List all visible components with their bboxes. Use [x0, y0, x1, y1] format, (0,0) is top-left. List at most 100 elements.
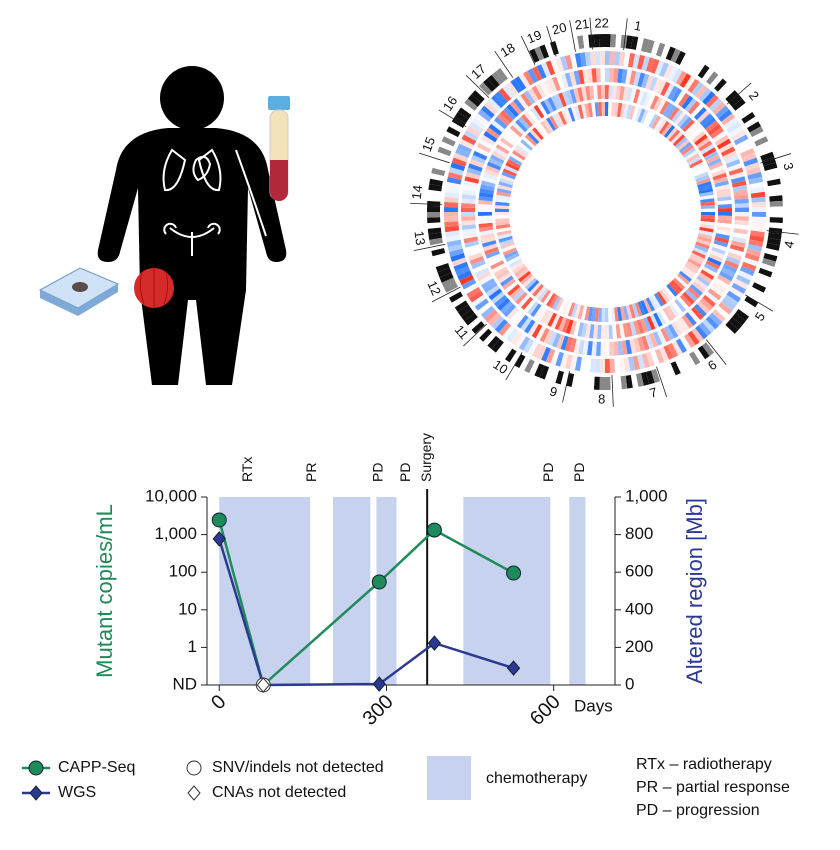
circos-cell	[649, 332, 659, 348]
ideogram-band	[625, 35, 633, 50]
circos-cell	[643, 298, 652, 313]
circos-cell	[484, 309, 498, 323]
ideogram-band	[427, 195, 441, 202]
y-tick-label: ND	[172, 674, 197, 693]
circos-cell	[476, 271, 492, 282]
ideogram-band	[460, 102, 475, 116]
ideogram-band	[446, 126, 461, 138]
circos-cell	[543, 98, 554, 113]
circos-cell	[532, 284, 544, 297]
chromosome-divider	[546, 25, 557, 57]
ideogram-band	[454, 111, 469, 124]
chromosome-divider	[562, 371, 570, 403]
circos-cell	[539, 327, 550, 343]
legend-marker	[29, 785, 43, 801]
circos-cell	[634, 107, 643, 122]
ideogram-band	[483, 78, 496, 92]
circos-cell	[717, 196, 732, 202]
ideogram-band	[769, 200, 783, 207]
ideogram-band	[721, 86, 735, 100]
circos-cell	[646, 93, 656, 109]
ideogram-band	[710, 335, 723, 350]
circos-cell	[463, 180, 479, 188]
circos-cell	[468, 163, 483, 172]
circos-cell	[615, 85, 621, 100]
circos-cell	[687, 78, 700, 94]
circos-cell	[471, 259, 486, 270]
circos-cell	[478, 222, 493, 228]
chromosome-divider	[569, 20, 576, 52]
ideogram-band	[429, 178, 443, 187]
circos-cell	[743, 157, 759, 167]
ideogram-band	[443, 131, 458, 142]
circos-cell	[488, 256, 503, 267]
circos-cell	[656, 98, 667, 113]
ideogram-band	[544, 42, 555, 57]
circos-cell	[694, 171, 709, 180]
circos-cell	[712, 281, 727, 293]
circos-cell	[626, 87, 633, 102]
ideogram-band	[467, 317, 482, 330]
circos-cell	[749, 181, 765, 190]
circos-cell	[445, 186, 460, 194]
circos-cell	[625, 104, 633, 120]
circos-cell	[546, 117, 557, 131]
circos-cell	[485, 127, 500, 139]
circos-cell	[569, 337, 577, 353]
circos-cell	[679, 294, 692, 308]
circos-cell	[608, 102, 612, 117]
circos-cell	[502, 134, 516, 146]
circos-cell	[515, 119, 528, 133]
circos-cell	[710, 127, 725, 139]
circos-cell	[666, 284, 678, 297]
circos-cell	[717, 208, 732, 212]
circos-cell	[618, 357, 626, 373]
circos-cell	[494, 319, 508, 333]
circos-cell	[747, 244, 763, 253]
circos-cell	[486, 253, 502, 263]
circos-cell	[461, 193, 477, 200]
circos-cell	[605, 68, 610, 83]
circos-cell	[637, 72, 646, 88]
ideogram-band	[688, 351, 701, 366]
circos-cell	[683, 333, 696, 348]
circos-cell	[535, 83, 546, 99]
circos-cell	[577, 87, 584, 102]
circos-cell	[715, 105, 730, 119]
ideogram-band	[635, 373, 644, 387]
circos-cell	[560, 335, 569, 351]
ideogram-band	[432, 253, 447, 262]
circos-cell	[512, 289, 526, 302]
chromosome-label: 14	[409, 184, 425, 200]
legend-swatch	[427, 756, 471, 800]
circos-cell	[503, 303, 517, 317]
circos-cell	[653, 312, 663, 327]
circos-cell	[720, 146, 736, 157]
ideogram-band	[514, 56, 526, 70]
event-label: PD	[369, 463, 385, 482]
circos-cell	[661, 123, 673, 137]
circos-cell	[506, 306, 520, 321]
circos-cell	[687, 309, 701, 323]
circos-cell	[518, 270, 532, 283]
circos-cell	[724, 259, 739, 270]
circos-cell	[696, 238, 711, 246]
ideogram-band	[454, 300, 469, 313]
chromosome-label: 15	[419, 135, 438, 154]
circos-cell	[495, 215, 510, 219]
circos-cell	[465, 171, 481, 180]
circos-cell	[705, 94, 719, 109]
circos-cell	[464, 240, 480, 248]
circos-cell	[474, 113, 489, 126]
circos-cell	[609, 341, 615, 356]
circos-cell	[536, 102, 548, 117]
circos-cell	[695, 241, 710, 250]
circos-cell	[476, 142, 492, 153]
circos-cell	[731, 282, 747, 294]
ideogram-band	[763, 253, 778, 262]
circos-cell	[461, 224, 477, 231]
legend-label: SNV/indels not detected	[212, 759, 384, 776]
circos-cell	[678, 92, 690, 107]
circos-cell	[699, 191, 714, 197]
ideogram-band	[427, 212, 441, 218]
